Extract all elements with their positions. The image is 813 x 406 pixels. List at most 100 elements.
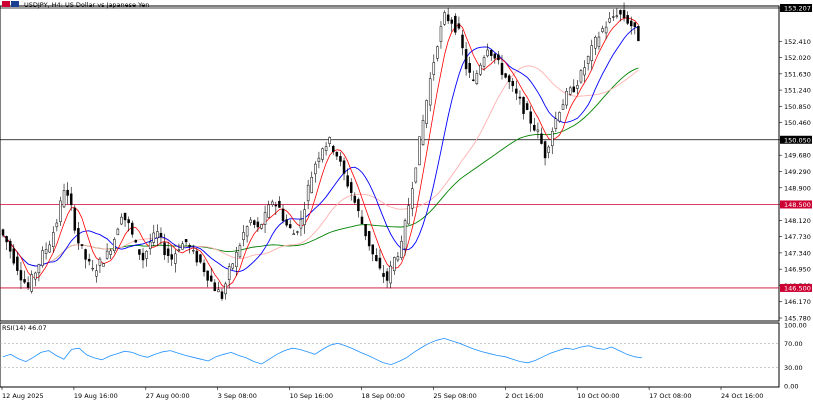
candle-body [206, 270, 209, 281]
rsi-label: RSI(14) 46.07 [2, 324, 47, 332]
candle-body [231, 263, 235, 269]
candle-body [235, 251, 238, 267]
candle-body [238, 245, 242, 258]
price-tick-label: 152.410 [784, 38, 811, 46]
candle-body [367, 231, 371, 247]
candle-body [69, 193, 73, 206]
candle-body [30, 274, 33, 292]
candle-body [461, 34, 464, 49]
candle-body [504, 73, 507, 78]
candle-body [310, 176, 313, 194]
candle-body [612, 16, 615, 18]
candle-body [227, 266, 231, 280]
time-tick-label: 18 Sep 00:00 [362, 392, 405, 400]
candle-body [615, 15, 619, 17]
price-tick-label: 150.460 [784, 119, 811, 127]
candle-body [296, 231, 299, 233]
candle-body [188, 245, 191, 247]
candle-body [52, 232, 55, 248]
candle-body [403, 220, 407, 250]
time-tick-label: 24 Oct 16:00 [721, 392, 763, 400]
rsi-tick-label: 70.00 [784, 340, 803, 348]
candle-body [263, 212, 267, 225]
candle-body [353, 195, 357, 203]
candle-body [472, 79, 475, 81]
rsi-series-line [2, 337, 643, 366]
candle-body [249, 219, 252, 223]
candle-body [432, 62, 436, 75]
candle-body [145, 250, 148, 259]
time-tick-label: 10 Oct 00:00 [577, 392, 619, 400]
candle-body [177, 249, 181, 252]
candle-body [364, 224, 367, 237]
candle-body [436, 46, 439, 59]
candle-body [253, 220, 256, 225]
rsi-tick-label: 30.00 [784, 364, 803, 372]
candle-body [270, 201, 274, 205]
candle-body [34, 272, 37, 280]
time-tick-label: 3 Sep 08:00 [218, 392, 257, 400]
candle-body [486, 49, 489, 57]
price-level-badge [780, 283, 812, 292]
candles [1, 2, 640, 301]
candle-body [554, 118, 558, 130]
candle-body [116, 228, 120, 236]
price-level-badge [780, 200, 812, 209]
candle-body [195, 250, 199, 263]
candle-body [120, 216, 123, 225]
candle-body [518, 96, 522, 99]
candle-body [529, 111, 532, 124]
ma-slow-line [2, 65, 639, 267]
candle-body [66, 189, 69, 196]
candle-body [91, 267, 94, 270]
candle-body [565, 91, 568, 106]
candle-body [393, 257, 396, 272]
candle-body [540, 133, 543, 144]
price-level-label: 146.500 [784, 284, 811, 292]
candle-body [260, 224, 263, 229]
chart-header: USDJPY, H4: US Dollar vs Japanese Yen [2, 1, 149, 9]
candle-body [209, 275, 213, 282]
candle-body [349, 182, 353, 193]
candle-body [26, 282, 30, 288]
candle-body [163, 242, 166, 256]
flag-icon [11, 1, 19, 7]
rsi-axis: 100.00 70.00 30.00 0.00 [0, 322, 807, 391]
price-tick-label: 151.240 [784, 87, 811, 95]
candle-body [328, 136, 331, 144]
candle-body [102, 263, 105, 267]
candle-body [626, 15, 629, 24]
candle-body [439, 26, 443, 42]
candle-body [443, 12, 446, 25]
price-tick-label: 149.290 [784, 168, 811, 176]
candle-body [314, 163, 317, 175]
candle-body [105, 250, 109, 259]
candle-body [572, 86, 576, 93]
candle-body [597, 36, 601, 47]
candle-body [166, 248, 170, 256]
candle-body [590, 45, 593, 61]
candle-body [256, 221, 260, 228]
candle-body [8, 240, 12, 252]
candle-body [55, 222, 59, 228]
price-level-badge [780, 4, 812, 12]
flag-icon [2, 1, 10, 7]
candle-body [357, 199, 360, 212]
candle-body [418, 136, 421, 166]
candle-body [371, 244, 375, 255]
price-tick-label: 147.730 [784, 233, 811, 241]
candle-body [130, 222, 134, 235]
candle-body [629, 20, 633, 27]
candle-body [385, 271, 389, 281]
candle-body [134, 239, 138, 243]
price-tick-label: 146.950 [784, 266, 811, 274]
price-tick-label: 148.900 [784, 184, 811, 192]
candle-body [389, 265, 392, 284]
candle-body [633, 22, 637, 27]
candle-body [457, 23, 461, 29]
candle-body [594, 36, 597, 49]
rsi-indicator-panel[interactable] [0, 322, 780, 388]
candle-body [285, 219, 288, 226]
